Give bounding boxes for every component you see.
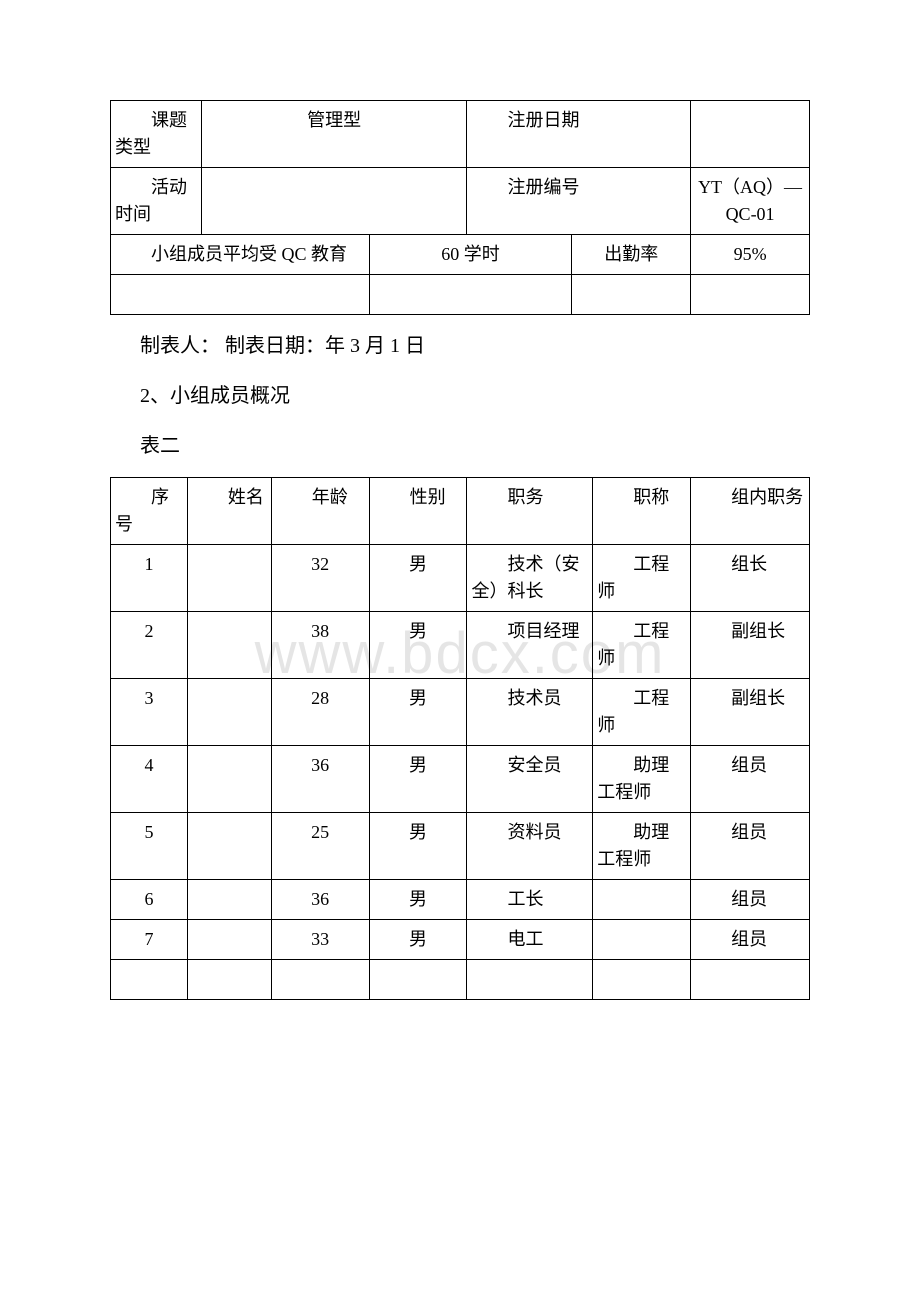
cell-num: 6 (111, 880, 188, 920)
table-row: 2 38 男 项目经理 工程师 副组长 (111, 612, 810, 679)
cell-name (187, 545, 271, 612)
empty-cell (691, 960, 810, 1000)
cell-title: 工程师 (593, 679, 691, 746)
table-row: 小组成员平均受 QC 教育 60 学时 出勤率 95% (111, 235, 810, 275)
table-row: 课题类型 管理型 注册日期 (111, 101, 810, 168)
table-row: 5 25 男 资料员 助理工程师 组员 (111, 813, 810, 880)
cell-role: 组员 (691, 746, 810, 813)
cell-duty: 技术（安全）科长 (467, 545, 593, 612)
cell-age: 33 (271, 920, 369, 960)
cell-role: 组长 (691, 545, 810, 612)
cell-title (593, 880, 691, 920)
table-row (111, 275, 810, 315)
empty-cell (187, 960, 271, 1000)
cell-num: 7 (111, 920, 188, 960)
cell-gender: 男 (369, 813, 467, 880)
cell-name (187, 679, 271, 746)
cell-duty: 安全员 (467, 746, 593, 813)
cell-title: 助理工程师 (593, 813, 691, 880)
cell-age: 28 (271, 679, 369, 746)
table-row: 6 36 男 工长 组员 (111, 880, 810, 920)
cell-gender: 男 (369, 880, 467, 920)
col-head-title: 职称 (593, 478, 691, 545)
table-row: 4 36 男 安全员 助理工程师 组员 (111, 746, 810, 813)
empty-cell (467, 960, 593, 1000)
label-topic-type: 课题类型 (111, 101, 202, 168)
label-attendance: 出勤率 (572, 235, 691, 275)
cell-num: 4 (111, 746, 188, 813)
empty-cell (271, 960, 369, 1000)
cell-role: 组员 (691, 880, 810, 920)
cell-gender: 男 (369, 612, 467, 679)
table-row: 活动时间 注册编号 YT（AQ）—QC-01 (111, 168, 810, 235)
cell-title: 助理工程师 (593, 746, 691, 813)
cell-gender: 男 (369, 545, 467, 612)
cell-duty: 项目经理 (467, 612, 593, 679)
cell-gender: 男 (369, 920, 467, 960)
cell-title: 工程师 (593, 612, 691, 679)
cell-name (187, 880, 271, 920)
empty-cell (369, 275, 572, 315)
col-head-gender: 性别 (369, 478, 467, 545)
cell-num: 2 (111, 612, 188, 679)
label-activity-time: 活动时间 (111, 168, 202, 235)
label-qc-education: 小组成员平均受 QC 教育 (111, 235, 370, 275)
col-head-age: 年龄 (271, 478, 369, 545)
cell-num: 5 (111, 813, 188, 880)
cell-role: 副组长 (691, 679, 810, 746)
section-heading: 2、小组成员概况 (140, 377, 810, 415)
cell-num: 1 (111, 545, 188, 612)
empty-cell (572, 275, 691, 315)
cell-role: 组员 (691, 813, 810, 880)
cell-age: 36 (271, 880, 369, 920)
empty-cell (111, 960, 188, 1000)
cell-name (187, 920, 271, 960)
table-row (111, 960, 810, 1000)
table-row: 3 28 男 技术员 工程师 副组长 (111, 679, 810, 746)
value-register-no: YT（AQ）—QC-01 (691, 168, 810, 235)
col-head-name: 姓名 (187, 478, 271, 545)
value-activity-time (201, 168, 467, 235)
empty-cell (111, 275, 370, 315)
cell-num: 3 (111, 679, 188, 746)
label-register-date: 注册日期 (467, 101, 691, 168)
cell-name (187, 813, 271, 880)
label-register-no: 注册编号 (467, 168, 691, 235)
value-topic-type: 管理型 (201, 101, 467, 168)
table-summary: 课题类型 管理型 注册日期 活动时间 注册编号 YT（AQ）—QC-01 小组成… (110, 100, 810, 315)
empty-cell (593, 960, 691, 1000)
table-header-row: 序号 姓名 年龄 性别 职务 职称 组内职务 (111, 478, 810, 545)
cell-name (187, 746, 271, 813)
cell-age: 32 (271, 545, 369, 612)
value-attendance: 95% (691, 235, 810, 275)
cell-title (593, 920, 691, 960)
cell-age: 38 (271, 612, 369, 679)
cell-duty: 技术员 (467, 679, 593, 746)
cell-title: 工程师 (593, 545, 691, 612)
cell-gender: 男 (369, 746, 467, 813)
cell-duty: 电工 (467, 920, 593, 960)
cell-name (187, 612, 271, 679)
table-row: 7 33 男 电工 组员 (111, 920, 810, 960)
cell-gender: 男 (369, 679, 467, 746)
col-head-duty: 职务 (467, 478, 593, 545)
col-head-num: 序号 (111, 478, 188, 545)
cell-duty: 资料员 (467, 813, 593, 880)
table2-caption: 表二 (140, 427, 810, 465)
cell-role: 组员 (691, 920, 810, 960)
cell-age: 25 (271, 813, 369, 880)
value-qc-education: 60 学时 (369, 235, 572, 275)
empty-cell (691, 275, 810, 315)
table1-caption: 制表人： 制表日期：年 3 月 1 日 (140, 327, 810, 365)
cell-role: 副组长 (691, 612, 810, 679)
cell-age: 36 (271, 746, 369, 813)
cell-duty: 工长 (467, 880, 593, 920)
empty-cell (369, 960, 467, 1000)
table-row: 1 32 男 技术（安全）科长 工程师 组长 (111, 545, 810, 612)
value-register-date (691, 101, 810, 168)
table-members: 序号 姓名 年龄 性别 职务 职称 组内职务 1 32 男 技术（安全）科长 工… (110, 477, 810, 1000)
col-head-role: 组内职务 (691, 478, 810, 545)
